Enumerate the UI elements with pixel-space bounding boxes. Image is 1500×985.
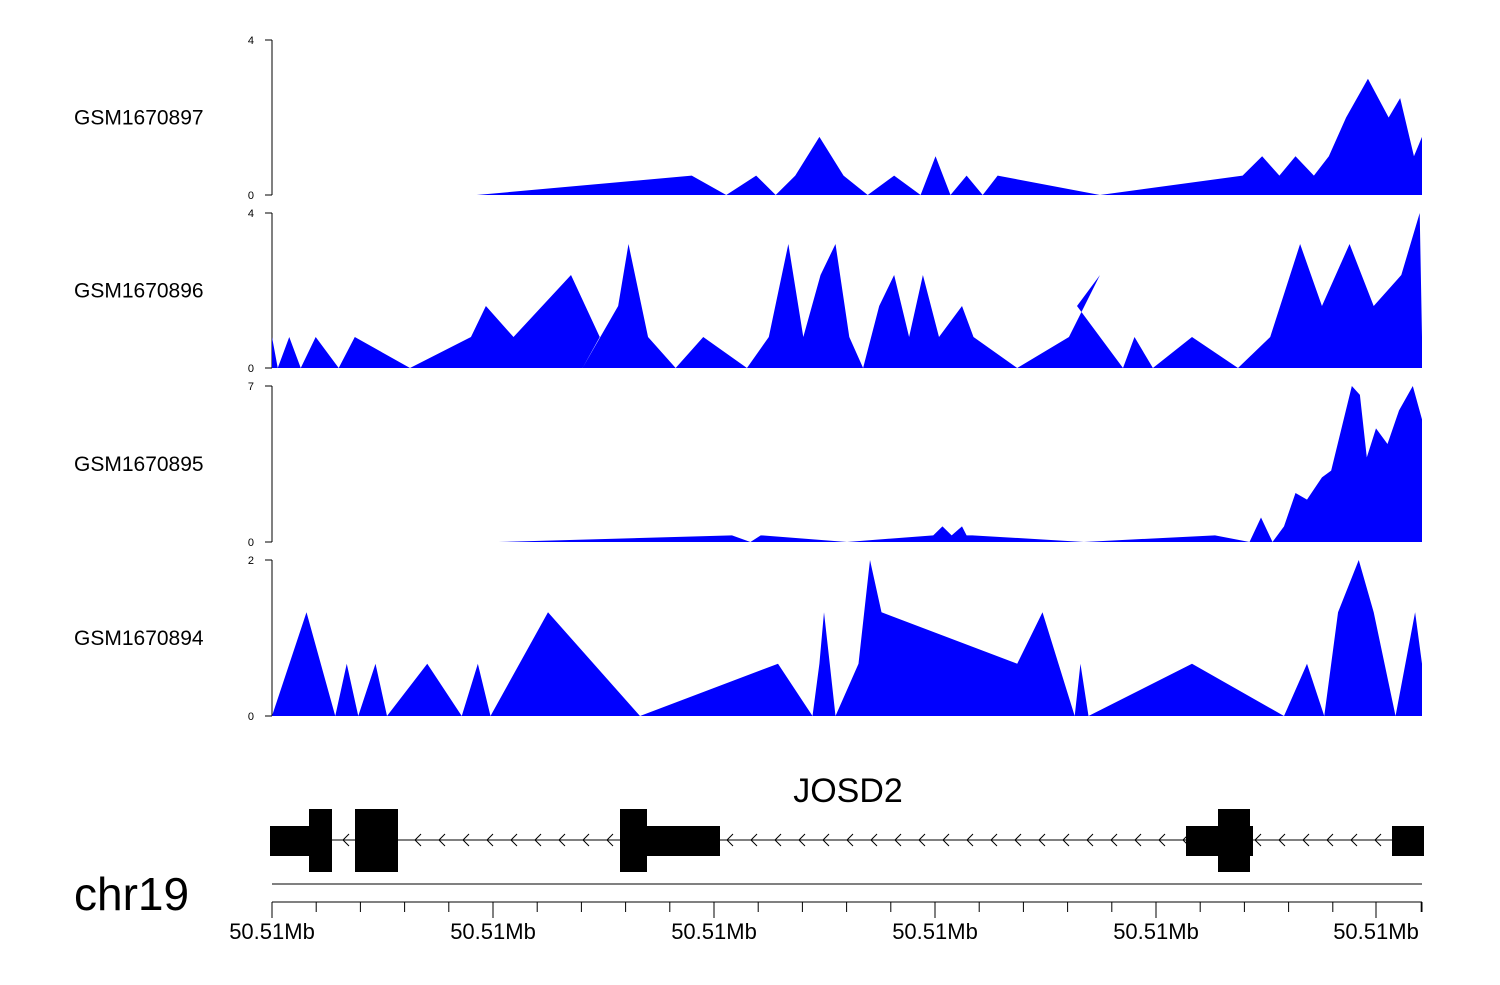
y-tick-label: 4 [248, 35, 254, 47]
strand-arrow [1158, 833, 1166, 847]
strand-arrow [1038, 833, 1046, 847]
strand-arrow [1278, 833, 1286, 847]
y-tick-label: 4 [248, 208, 254, 220]
y-tick-label: 7 [248, 381, 254, 393]
exon-block [1392, 826, 1424, 856]
strand-arrow [942, 833, 950, 847]
strand-arrow [1062, 833, 1070, 847]
y-tick-label: 2 [248, 555, 254, 567]
strand-arrow [1374, 833, 1382, 847]
track-GSM1670897: 0 4 GSM1670897 [74, 35, 1422, 202]
strand-arrow [510, 833, 518, 847]
strand-arrow [438, 833, 446, 847]
coverage-area [272, 560, 1422, 716]
x-tick-label: 50.51Mb [671, 919, 757, 944]
strand-arrow [870, 833, 878, 847]
track-GSM1670894: 0 2 GSM1670894 [74, 555, 1422, 723]
x-tick-label: 50.51Mb [229, 919, 315, 944]
coverage-area [498, 386, 1422, 542]
coverage-tracks: 0 4 GSM1670897 0 4 GSM1670896 0 7 GSM1670895 0 2 GS… [74, 35, 1422, 723]
strand-arrow [846, 833, 854, 847]
track-label: GSM1670894 [74, 627, 204, 650]
exon-block [1218, 809, 1250, 872]
strand-arrow [462, 833, 470, 847]
exon-block [620, 809, 647, 872]
strand-arrow [342, 833, 350, 847]
exon-block [647, 826, 720, 856]
strand-arrow [798, 833, 806, 847]
strand-arrow [726, 833, 734, 847]
strand-arrow [582, 833, 590, 847]
exon-block [1186, 826, 1218, 856]
strand-arrow [1326, 833, 1334, 847]
x-tick-label: 50.51Mb [450, 919, 536, 944]
strand-arrow [822, 833, 830, 847]
chromosome-label: chr19 [74, 868, 189, 920]
strand-arrow [750, 833, 758, 847]
y-tick-label: 0 [248, 711, 254, 723]
strand-arrow [990, 833, 998, 847]
x-tick-label: 50.51Mb [1113, 919, 1199, 944]
strand-arrow [1086, 833, 1094, 847]
strand-arrow [414, 833, 422, 847]
strand-arrow [1350, 833, 1358, 847]
genomic-axis: chr19 50.51Mb 50.51Mb 50.51Mb 50.51Mb 50.51M… [74, 868, 1423, 944]
strand-arrow [918, 833, 926, 847]
track-label: GSM1670895 [74, 453, 204, 476]
x-tick-label: 50.51Mb [1333, 919, 1419, 944]
strand-arrow [1014, 833, 1022, 847]
exon-block [355, 809, 398, 872]
track-GSM1670896: 0 4 GSM1670896 [74, 208, 1422, 375]
strand-arrow [774, 833, 782, 847]
strand-arrow [966, 833, 974, 847]
strand-arrow [1110, 833, 1118, 847]
gene-model-track: JOSD2 [270, 772, 1424, 872]
strand-arrow [534, 833, 542, 847]
gene-label: JOSD2 [793, 772, 903, 810]
strand-arrow [606, 833, 614, 847]
strand-arrow [1254, 833, 1262, 847]
y-tick-label: 0 [248, 537, 254, 549]
exon-block [309, 809, 332, 872]
y-tick-label: 0 [248, 190, 254, 202]
track-label: GSM1670896 [74, 280, 204, 303]
strand-arrow [1302, 833, 1310, 847]
strand-arrow [1134, 833, 1142, 847]
strand-arrow [486, 833, 494, 847]
coverage-area [272, 213, 1422, 368]
track-label: GSM1670897 [74, 107, 204, 130]
exon-block [1250, 826, 1253, 856]
x-tick-label: 50.51Mb [892, 919, 978, 944]
coverage-area [272, 40, 1422, 195]
strand-arrow [894, 833, 902, 847]
y-tick-label: 0 [248, 363, 254, 375]
strand-arrow [558, 833, 566, 847]
track-GSM1670895: 0 7 GSM1670895 [74, 381, 1422, 549]
